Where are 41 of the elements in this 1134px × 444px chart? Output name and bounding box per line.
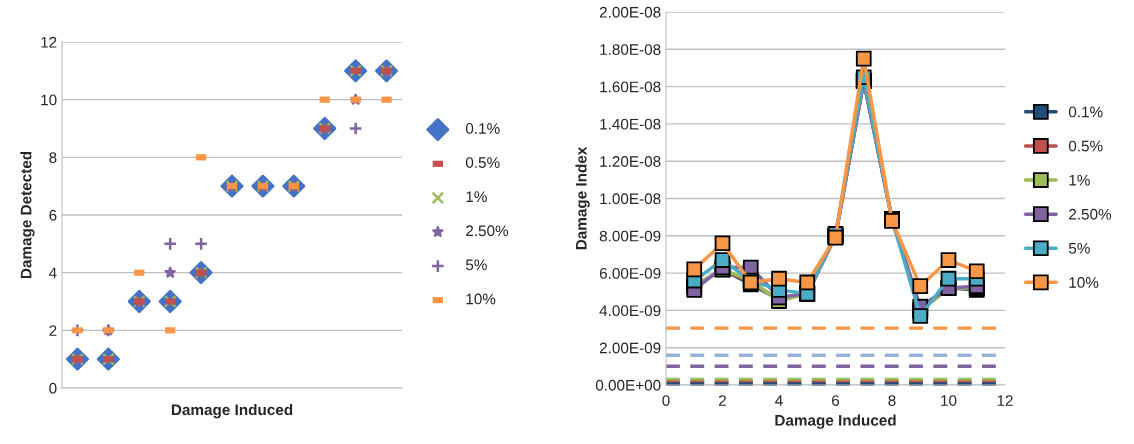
y-tick-label: 0 [49, 382, 57, 394]
x-tick-label: 10 [941, 395, 957, 406]
x-tick-label: 4 [775, 395, 783, 406]
x-axis-title: Damage Induced [171, 403, 293, 419]
x-tick-label: 0 [662, 395, 670, 406]
legend-label: 5% [1068, 243, 1090, 254]
y-tick-label: 2.00E-09 [599, 342, 661, 354]
legend-label: 5% [465, 259, 487, 271]
y-tick-label: 12 [41, 36, 57, 48]
legend-label: 2.50% [1069, 208, 1112, 220]
y-tick-label: 1.00E-08 [600, 193, 661, 205]
y-tick-label: 1.60E-08 [600, 81, 661, 93]
legend-label: 0.5% [1068, 140, 1103, 152]
y-tick-label: 2 [49, 325, 57, 336]
legend-label: 10% [1069, 277, 1099, 288]
y-tick-label: 8.00E-09 [599, 230, 661, 242]
y-tick-label: 10 [41, 94, 57, 106]
legend-label: 0.1% [1068, 106, 1103, 118]
x-tick-label: 2 [719, 395, 726, 406]
legend-label: 10% [466, 293, 496, 305]
x-axis-title: Damage Induced [775, 414, 896, 429]
legend-label: 1% [1069, 174, 1090, 186]
legend-label: 1% [466, 191, 487, 202]
y-tick-label: 6.00E-09 [599, 267, 661, 279]
legend-label: 0.1% [465, 123, 500, 134]
x-tick-label: 6 [832, 395, 840, 406]
x-tick-label: 12 [997, 395, 1013, 406]
legend-label: 0.5% [465, 157, 500, 168]
y-tick-label: 0.00E+00 [595, 379, 661, 391]
y-axis-title: Damage Index [575, 146, 590, 250]
y-tick-label: 1.40E-08 [600, 118, 661, 130]
y-tick-label: 8 [49, 152, 57, 164]
y-tick-label: 4 [48, 267, 57, 279]
y-tick-label: 1.20E-08 [600, 156, 661, 167]
legend-label: 2.50% [466, 225, 509, 237]
y-tick-label: 1.80E-08 [600, 44, 661, 55]
y-tick-label: 6 [49, 209, 57, 221]
y-tick-label: 4.00E-09 [599, 305, 661, 317]
y-tick-label: 2.00E-08 [599, 6, 661, 18]
x-tick-label: 8 [888, 395, 896, 406]
y-axis-title: Damage Detected [20, 151, 35, 279]
